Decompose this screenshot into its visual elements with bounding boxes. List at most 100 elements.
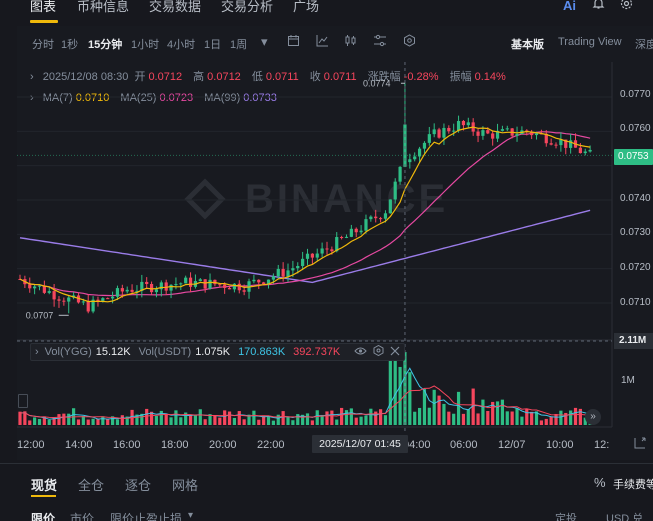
view-tradingview[interactable]: Trading View [558, 36, 622, 48]
interval-1d[interactable]: 1日 [204, 39, 222, 51]
candlestick-icon[interactable] [344, 34, 357, 50]
indicator-icon[interactable] [373, 34, 387, 50]
interval-4h[interactable]: 4小时 [167, 39, 196, 51]
volume-bars [18, 352, 592, 425]
tab-trading-data[interactable]: 交易数据 [149, 0, 202, 14]
fee-link[interactable]: 手续费等 [613, 479, 653, 491]
candle-body [422, 142, 427, 149]
interval-1h[interactable]: 1小时 [131, 39, 160, 51]
collapse-chevron-icon[interactable]: › [30, 92, 34, 104]
tab-spot[interactable]: 现货 [31, 478, 58, 493]
candle-body [149, 284, 154, 293]
volume-bar [76, 419, 81, 425]
order-stop-limit[interactable]: 限价止盈止损 [110, 512, 183, 521]
tab-trading-analysis[interactable]: 交易分析 [221, 0, 274, 14]
volume-bar [378, 409, 383, 425]
percent-icon[interactable]: % [594, 475, 606, 490]
volume-bar [227, 411, 232, 425]
time-tick: 16:00 [113, 439, 141, 451]
volume-bar [286, 416, 290, 425]
volume-bar [413, 411, 417, 425]
order-limit[interactable]: 限价 [31, 512, 56, 521]
bell-icon[interactable] [592, 0, 605, 13]
candle-body [549, 143, 553, 145]
tab-isolated[interactable]: 逐仓 [125, 478, 152, 493]
close-icon[interactable] [390, 346, 400, 359]
volume-bar [86, 419, 90, 425]
ai-icon[interactable]: Ai [563, 0, 576, 13]
volume-bar [452, 413, 456, 425]
candle-body [232, 283, 237, 290]
collapse-chevron-icon[interactable]: › [35, 346, 39, 358]
calendar-icon[interactable] [287, 34, 300, 50]
price-tick: 0.0710 [620, 297, 651, 308]
volume-bar [252, 410, 256, 425]
toggle-volume-icon[interactable] [18, 394, 28, 408]
tab-cross[interactable]: 全仓 [78, 478, 105, 493]
price-axis: 0.0770 0.0760 0.0750 0.0740 0.0730 0.072… [612, 60, 653, 340]
eye-icon[interactable] [354, 346, 367, 359]
view-basic[interactable]: 基本版 [511, 39, 544, 51]
volume-bar [417, 407, 422, 425]
scroll-right-button[interactable]: » [585, 409, 601, 425]
chevron-down-icon[interactable]: ▾ [261, 34, 268, 49]
volume-ma-b: 392.737K [293, 346, 341, 358]
candle-body [28, 284, 32, 289]
volume-bar [140, 413, 144, 425]
volume-bar [213, 415, 217, 425]
interval-1w[interactable]: 1周 [230, 39, 248, 51]
volume-bar [91, 418, 95, 425]
volume-bar [466, 409, 470, 425]
volume-bar [149, 411, 154, 425]
candle-body [47, 291, 51, 293]
reset-scale-icon[interactable] [633, 436, 647, 450]
tab-chart[interactable]: 图表 [30, 0, 57, 14]
candle-body [106, 298, 110, 300]
collapse-chevron-icon[interactable]: › [30, 71, 34, 83]
tab-grid[interactable]: 网格 [172, 478, 199, 493]
volume-bar [310, 420, 314, 425]
binance-watermark: BINANCE [184, 177, 445, 221]
ma25-line [19, 131, 591, 297]
candle-body [359, 230, 363, 233]
dca-link[interactable]: 定投 [555, 513, 577, 521]
volume-bar [320, 414, 324, 425]
volume-bar [398, 366, 402, 425]
ohlc-close: 0.0711 [323, 71, 357, 83]
usd-convert-link[interactable]: USD 兑 [606, 513, 644, 521]
candle-body [364, 219, 368, 231]
candle-body [486, 130, 490, 134]
tab-coin-info[interactable]: 币种信息 [77, 0, 130, 14]
interval-timeline[interactable]: 分时 [32, 39, 54, 51]
interval-1s[interactable]: 1秒 [61, 39, 79, 51]
candle-body [57, 299, 61, 301]
view-depth[interactable]: 深度 [635, 39, 653, 51]
candle-body [320, 248, 324, 254]
settings-icon[interactable] [373, 344, 384, 359]
volume-bar [383, 415, 388, 425]
candle-body [554, 144, 558, 146]
chevron-down-icon[interactable]: ▾ [188, 510, 194, 521]
gear-icon[interactable] [620, 0, 633, 13]
volume-bar [96, 418, 100, 425]
price-tick: 0.0760 [620, 123, 651, 134]
candle-body [354, 228, 358, 233]
time-tick: 22:00 [257, 439, 285, 451]
order-type-tabs: 现货 全仓 逐仓 网格 % 手续费等 [0, 463, 653, 497]
volume-ma-short-line [19, 367, 591, 420]
volume-bar [135, 414, 139, 425]
volume-bar [262, 415, 266, 425]
order-market[interactable]: 市价 [70, 512, 95, 521]
volume-bar [291, 420, 295, 425]
interval-15m[interactable]: 15分钟 [88, 39, 123, 51]
candle-body [198, 279, 202, 282]
line-chart-icon[interactable] [316, 34, 329, 50]
volume-bar [174, 410, 178, 425]
settings-icon[interactable] [403, 34, 416, 50]
candle-body [252, 279, 256, 282]
candle-body [374, 216, 378, 219]
volume-bar [330, 410, 334, 425]
tab-square[interactable]: 广场 [293, 0, 320, 14]
volume-bar [335, 419, 339, 425]
